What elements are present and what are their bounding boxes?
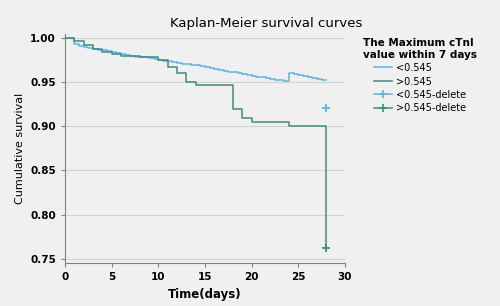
X-axis label: Time(days): Time(days): [168, 288, 242, 301]
Title: Kaplan-Meier survival curves: Kaplan-Meier survival curves: [170, 17, 363, 30]
Legend: <0.545, >0.545, <0.545-delete, >0.545-delete: <0.545, >0.545, <0.545-delete, >0.545-de…: [361, 36, 479, 115]
Y-axis label: Cumulative survival: Cumulative survival: [14, 93, 24, 204]
